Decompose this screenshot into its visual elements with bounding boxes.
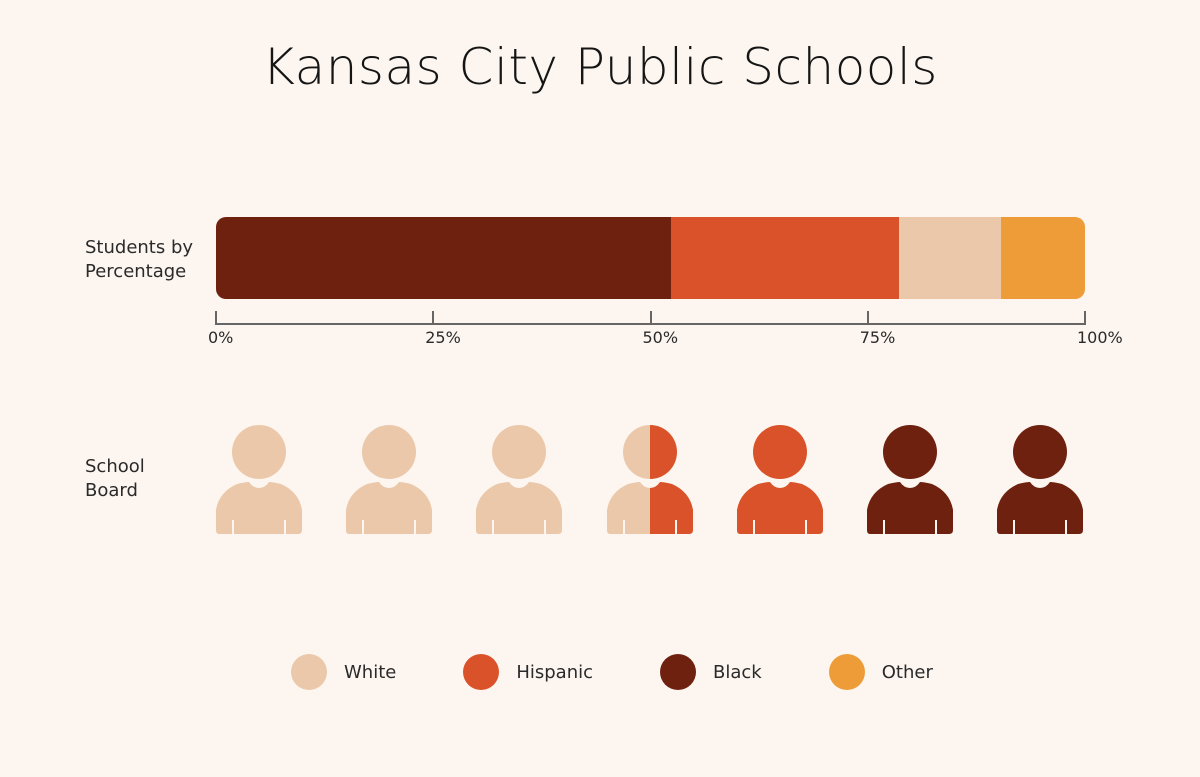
person-icon [996, 424, 1084, 536]
bar-segment-white [899, 217, 1001, 299]
person-icon [475, 424, 563, 536]
person-icon [606, 424, 694, 536]
percentage-axis [215, 311, 1086, 325]
axis-tick [649, 311, 652, 325]
axis-tick-label: 75% [859, 328, 896, 347]
legend-label: Other [881, 661, 933, 683]
students-row-label: Students by Percentage [85, 237, 194, 282]
legend-swatch-icon [291, 654, 327, 690]
axis-tick-label: 0% [208, 328, 234, 347]
legend-item-black: Black [660, 654, 762, 690]
person-icon [736, 424, 824, 536]
legend-swatch-icon [828, 654, 865, 690]
axis-tick [866, 311, 869, 325]
axis-tick [215, 311, 217, 325]
legend-item-other: Other [828, 654, 933, 690]
legend-swatch-icon [463, 654, 500, 690]
legend-item-white: White [291, 654, 396, 690]
axis-tick-label: 50% [642, 328, 679, 347]
legend-label: Black [713, 661, 762, 683]
legend-label: Hispanic [516, 661, 594, 683]
bar-segment-other [1000, 217, 1085, 299]
axis-tick-label: 25% [425, 328, 461, 347]
axis-tick [432, 311, 435, 325]
legend-label: White [344, 661, 397, 683]
students-stacked-bar [216, 217, 1085, 299]
person-icon [866, 424, 954, 536]
person-icon [345, 424, 433, 536]
legend: White Hispanic Black Other [291, 654, 1000, 690]
bar-segment-hispanic [671, 217, 900, 299]
bar-segment-black [216, 217, 672, 299]
chart-title: Kansas City Public Schools [262, 38, 938, 96]
legend-swatch-icon [660, 654, 697, 690]
board-row-label: School Board [85, 456, 145, 501]
axis-tick-label: 100% [1077, 328, 1123, 347]
legend-item-hispanic: Hispanic [463, 654, 593, 690]
axis-tick [1084, 311, 1086, 325]
person-icon [215, 424, 303, 536]
